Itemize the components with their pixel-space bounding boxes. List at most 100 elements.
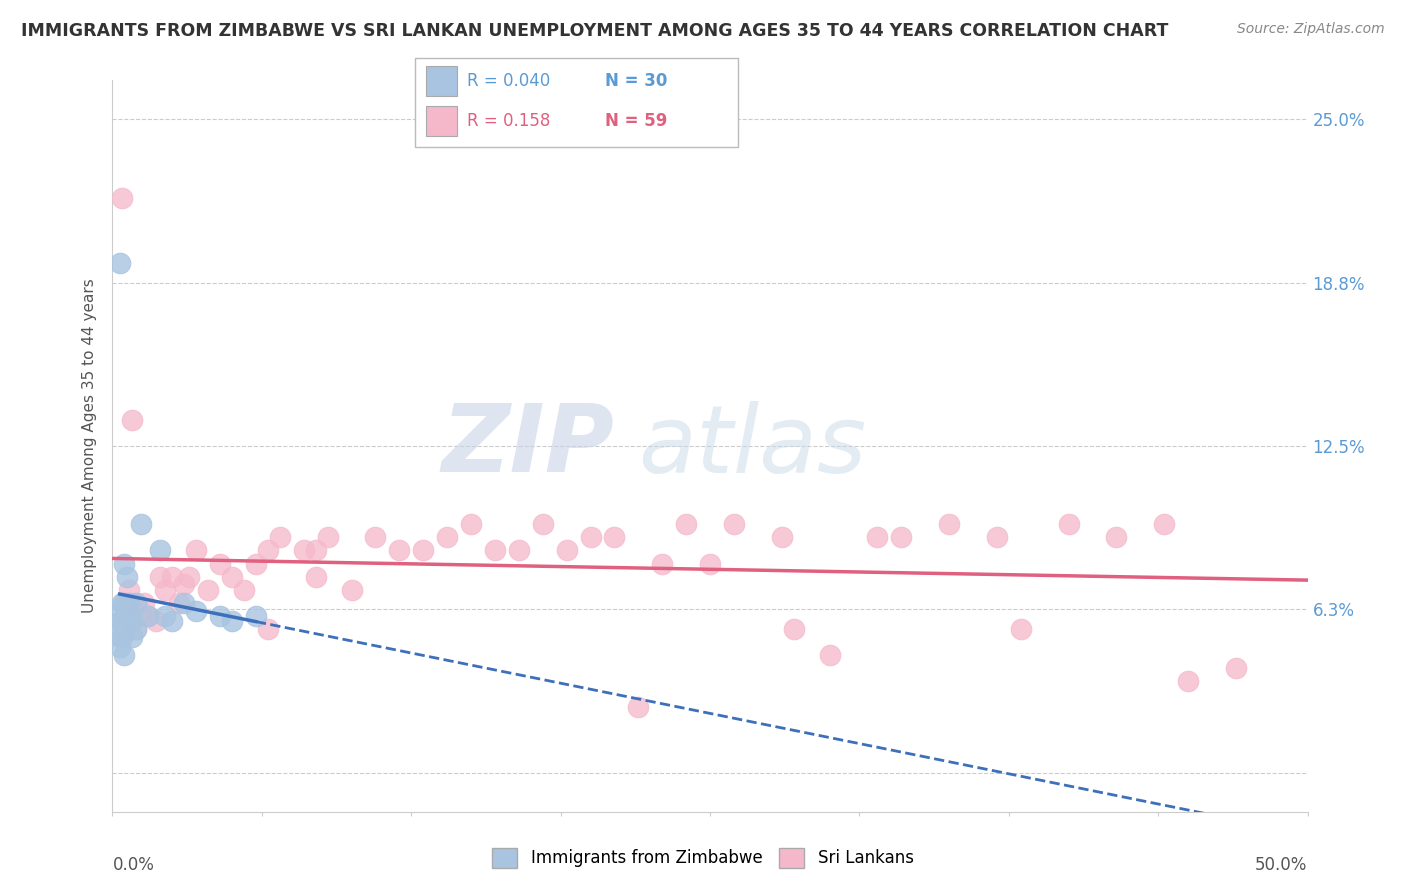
Text: Source: ZipAtlas.com: Source: ZipAtlas.com [1237, 22, 1385, 37]
Point [1010, 622, 1032, 636]
Point [1177, 674, 1199, 689]
Point [108, 640, 131, 655]
Point [531, 517, 554, 532]
Point [1153, 517, 1175, 532]
Point [245, 608, 267, 623]
Point [132, 596, 155, 610]
Point [108, 256, 131, 270]
Point [257, 543, 280, 558]
Point [173, 596, 195, 610]
Point [938, 517, 960, 532]
Point [114, 622, 135, 636]
Point [169, 596, 191, 610]
Point [627, 700, 650, 714]
Point [115, 603, 138, 617]
Point [197, 582, 219, 597]
Point [118, 582, 141, 597]
Text: N = 30: N = 30 [605, 72, 666, 90]
Text: R = 0.158: R = 0.158 [467, 112, 550, 130]
Point [138, 608, 160, 623]
Point [138, 608, 160, 623]
Point [111, 191, 134, 205]
Point [364, 530, 387, 544]
Point [177, 569, 200, 583]
Point [186, 603, 208, 617]
Point [111, 630, 134, 644]
Text: 50.0%: 50.0% [1256, 855, 1308, 873]
Point [555, 543, 578, 558]
Point [121, 413, 143, 427]
Point [129, 603, 152, 617]
Point [508, 543, 530, 558]
Point [115, 569, 138, 583]
Point [723, 517, 745, 532]
Point [173, 577, 195, 591]
Point [221, 614, 243, 628]
Text: IMMIGRANTS FROM ZIMBABWE VS SRI LANKAN UNEMPLOYMENT AMONG AGES 35 TO 44 YEARS CO: IMMIGRANTS FROM ZIMBABWE VS SRI LANKAN U… [21, 22, 1168, 40]
Point [162, 614, 183, 628]
Point [340, 582, 363, 597]
Point [125, 622, 148, 636]
Point [316, 530, 339, 544]
Point [579, 530, 602, 544]
Point [412, 543, 434, 558]
Point [125, 596, 148, 610]
Point [209, 608, 232, 623]
Point [125, 622, 148, 636]
Point [890, 530, 912, 544]
Point [221, 569, 243, 583]
Point [651, 557, 673, 571]
Text: N = 59: N = 59 [605, 112, 666, 130]
Point [770, 530, 793, 544]
Point [153, 608, 176, 623]
Point [114, 596, 135, 610]
Text: R = 0.040: R = 0.040 [467, 72, 550, 90]
Point [149, 569, 172, 583]
Point [603, 530, 626, 544]
Legend: Immigrants from Zimbabwe, Sri Lankans: Immigrants from Zimbabwe, Sri Lankans [486, 841, 920, 875]
Point [986, 530, 1008, 544]
Point [675, 517, 697, 532]
Text: atlas: atlas [638, 401, 866, 491]
Point [305, 569, 328, 583]
Point [245, 557, 267, 571]
Point [118, 596, 141, 610]
Point [233, 582, 256, 597]
Y-axis label: Unemployment Among Ages 35 to 44 years: Unemployment Among Ages 35 to 44 years [82, 278, 97, 614]
Point [145, 614, 167, 628]
Text: 0.0%: 0.0% [112, 855, 155, 873]
Text: ZIP: ZIP [441, 400, 614, 492]
Point [115, 596, 138, 610]
Point [866, 530, 889, 544]
Point [162, 569, 183, 583]
Point [118, 614, 141, 628]
Point [269, 530, 291, 544]
Point [114, 557, 135, 571]
Point [114, 648, 135, 662]
Point [783, 622, 806, 636]
Point [460, 517, 482, 532]
Point [1105, 530, 1128, 544]
Point [699, 557, 721, 571]
Point [129, 517, 152, 532]
Point [186, 543, 208, 558]
Point [292, 543, 315, 558]
Point [108, 603, 131, 617]
Point [111, 614, 134, 628]
Point [484, 543, 506, 558]
Point [108, 614, 131, 628]
Point [1057, 517, 1080, 532]
Point [257, 622, 280, 636]
Point [436, 530, 458, 544]
Point [121, 614, 143, 628]
Point [149, 543, 172, 558]
Point [1225, 661, 1247, 675]
Point [153, 582, 176, 597]
Point [121, 630, 143, 644]
Point [818, 648, 841, 662]
Point [108, 630, 131, 644]
Point [114, 622, 135, 636]
Point [388, 543, 411, 558]
Point [305, 543, 328, 558]
Point [209, 557, 232, 571]
